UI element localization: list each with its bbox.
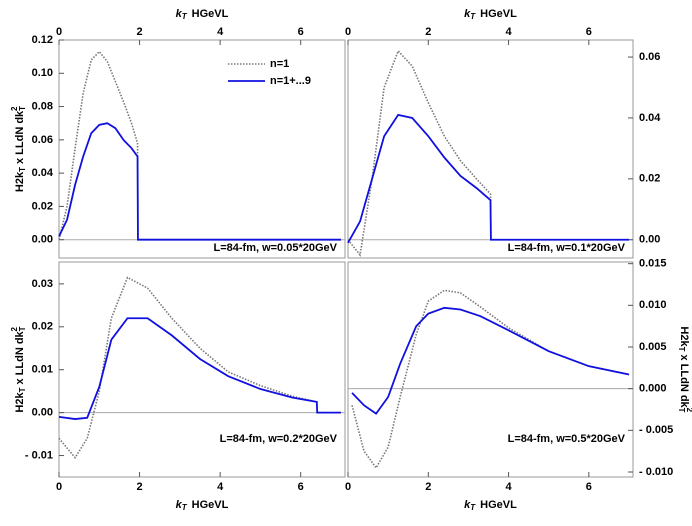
y-axis-label-part: T <box>18 167 27 172</box>
y-tick-label: 0.00 <box>32 234 53 246</box>
x-axis-label-unit: HGeVL <box>480 8 517 20</box>
legend-label: n=1 <box>270 58 289 70</box>
x-axis-label-unit: HGeVL <box>192 8 229 20</box>
y-tick-label: 0.12 <box>32 34 53 46</box>
panel-frame <box>58 39 346 259</box>
y-tick-label: 0.00 <box>639 234 660 246</box>
x-axis-label-unit: HGeVL <box>192 499 229 511</box>
y-tick-label: 0.06 <box>32 134 53 146</box>
annotation: L=84-fm, w=0.2*20GeV <box>220 433 338 445</box>
annotation: L=84-fm, w=0.05*20GeV <box>213 242 337 254</box>
y-axis-label-part: 2 <box>10 326 19 331</box>
y-axis-label-part: H2k <box>678 326 690 347</box>
series-line <box>58 317 341 420</box>
x-axis-label-sub: T <box>182 12 188 21</box>
y-tick-label: - 0.01 <box>25 449 53 461</box>
y-axis-label-part: x LLdN dk <box>14 110 26 164</box>
y-axis-label-part: T <box>677 347 686 352</box>
annotation: L=84-fm, w=0.1*20GeV <box>508 242 626 254</box>
x-tick-label: 0 <box>345 26 351 38</box>
y-axis-label: H2kTx LLdN dkT2 <box>677 326 692 412</box>
y-axis-label-part: x LLdN dk <box>14 330 26 384</box>
y-tick-label: 0.08 <box>32 100 53 112</box>
y-axis-label-part: 2 <box>10 106 19 111</box>
y-axis-label-part: H2k <box>14 392 26 413</box>
y-axis-label-part: T <box>18 106 27 111</box>
y-axis-label-part: x LLdN dk <box>678 355 690 409</box>
y-axis-label-part: H2k <box>14 171 26 192</box>
series-line <box>351 289 630 470</box>
series-line <box>347 113 629 244</box>
x-tick-label: 6 <box>298 26 304 38</box>
x-tick-label: 4 <box>506 481 513 493</box>
y-axis-label-part: T <box>677 408 686 413</box>
y-tick-label: 0.015 <box>639 258 667 270</box>
y-tick-label: 0.02 <box>32 200 53 212</box>
x-tick-label: 2 <box>425 481 431 493</box>
x-axis-label: kT HGeVL <box>464 499 517 512</box>
x-axis-label-sub: T <box>470 503 476 512</box>
x-tick-label: 6 <box>586 26 592 38</box>
y-axis-label-part: 2 <box>685 408 692 413</box>
y-tick-label: - 0.005 <box>639 424 673 436</box>
x-tick-label: 0 <box>345 481 351 493</box>
panel-frame <box>347 261 634 478</box>
x-tick-label: 6 <box>298 481 304 493</box>
x-tick-label: 4 <box>217 26 224 38</box>
y-tick-label: 0.00 <box>32 407 53 419</box>
x-tick-label: 2 <box>137 26 143 38</box>
y-tick-label: 0.03 <box>32 278 53 290</box>
series-line <box>58 122 341 241</box>
panel-frame <box>347 39 634 259</box>
x-axis-label-main: k <box>464 8 471 20</box>
y-axis-label: H2kTx LLdN dkT2 <box>10 326 27 412</box>
series-line <box>351 306 630 415</box>
y-tick-label: - 0.010 <box>639 466 673 478</box>
x-axis-label-sub: T <box>470 12 476 21</box>
x-axis-label-main: k <box>176 499 183 511</box>
x-tick-label: 4 <box>217 481 224 493</box>
series-line <box>58 276 341 460</box>
legend-label: n=1+...9 <box>270 75 311 87</box>
y-axis-label-part: T <box>18 326 27 331</box>
x-axis-label: kT HGeVL <box>176 499 229 512</box>
x-tick-label: 6 <box>586 481 592 493</box>
x-axis-label-unit: HGeVL <box>480 499 517 511</box>
y-axis-label-part: T <box>18 387 27 392</box>
y-tick-label: 0.06 <box>639 51 660 63</box>
x-tick-label: 2 <box>137 481 143 493</box>
y-tick-label: 0.02 <box>639 173 660 185</box>
y-axis-label: H2kTx LLdN dkT2 <box>10 106 27 192</box>
x-axis-label-sub: T <box>182 503 188 512</box>
x-tick-label: 0 <box>56 26 62 38</box>
x-tick-label: 2 <box>425 26 431 38</box>
y-tick-label: 0.005 <box>639 341 667 353</box>
annotation: L=84-fm, w=0.5*20GeV <box>508 433 626 445</box>
x-tick-label: 0 <box>56 481 62 493</box>
y-tick-label: 0.02 <box>32 321 53 333</box>
y-tick-label: 0.010 <box>639 299 667 311</box>
x-axis-label: kT HGeVL <box>176 8 229 21</box>
x-axis-label-main: k <box>176 8 183 20</box>
series-line <box>347 49 629 257</box>
y-tick-label: 0.10 <box>32 67 53 79</box>
x-axis-label-main: k <box>464 499 471 511</box>
y-tick-label: 0.000 <box>639 383 667 395</box>
x-tick-label: 4 <box>506 26 513 38</box>
x-axis-label: kT HGeVL <box>464 8 517 21</box>
y-tick-label: 0.04 <box>32 167 54 179</box>
y-tick-label: 0.04 <box>639 112 661 124</box>
y-tick-label: 0.01 <box>32 364 53 376</box>
